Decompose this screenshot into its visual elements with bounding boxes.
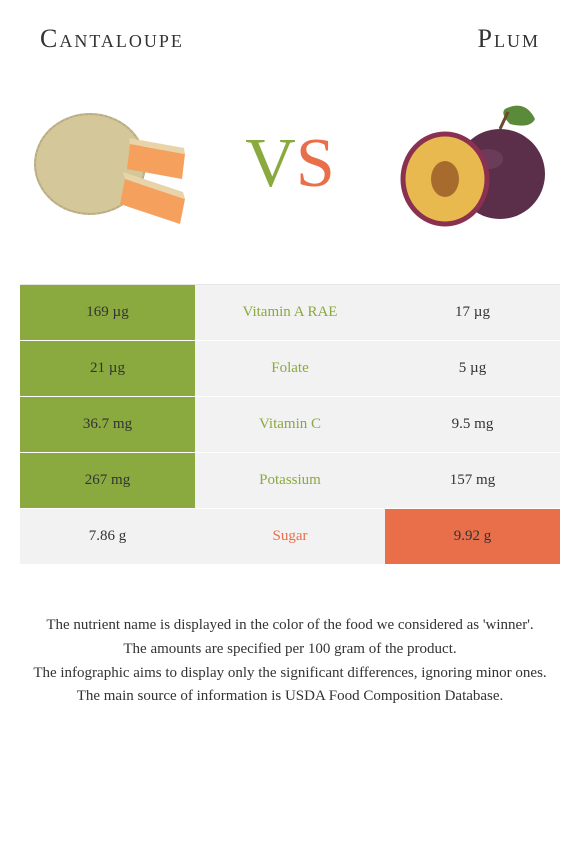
header: Cantaloupe Plum bbox=[0, 0, 580, 64]
value-right: 17 µg bbox=[385, 285, 560, 340]
value-left: 169 µg bbox=[20, 285, 195, 340]
value-right: 9.5 mg bbox=[385, 397, 560, 452]
table-row: 7.86 gSugar9.92 g bbox=[20, 509, 560, 565]
vs-v: V bbox=[245, 125, 296, 202]
nutrient-label: Potassium bbox=[195, 453, 385, 508]
cantaloupe-image bbox=[30, 84, 190, 244]
title-left: Cantaloupe bbox=[40, 24, 184, 54]
image-row: VS bbox=[0, 64, 580, 284]
value-right: 9.92 g bbox=[385, 509, 560, 564]
value-left: 36.7 mg bbox=[20, 397, 195, 452]
footer-line-3: The infographic aims to display only the… bbox=[20, 663, 560, 685]
plum-image bbox=[390, 84, 550, 244]
value-right: 157 mg bbox=[385, 453, 560, 508]
value-right: 5 µg bbox=[385, 341, 560, 396]
table-row: 169 µgVitamin A RAE17 µg bbox=[20, 285, 560, 341]
footer-line-1: The nutrient name is displayed in the co… bbox=[20, 615, 560, 637]
footer-line-2: The amounts are specified per 100 gram o… bbox=[20, 639, 560, 661]
footer-notes: The nutrient name is displayed in the co… bbox=[0, 615, 580, 710]
infographic-container: Cantaloupe Plum VS bbox=[0, 0, 580, 844]
vs-s: S bbox=[296, 125, 335, 202]
nutrient-label: Sugar bbox=[195, 509, 385, 564]
value-left: 267 mg bbox=[20, 453, 195, 508]
table-row: 21 µgFolate5 µg bbox=[20, 341, 560, 397]
nutrient-table: 169 µgVitamin A RAE17 µg21 µgFolate5 µg3… bbox=[20, 284, 560, 565]
title-right: Plum bbox=[478, 24, 540, 54]
nutrient-label: Vitamin C bbox=[195, 397, 385, 452]
table-row: 267 mgPotassium157 mg bbox=[20, 453, 560, 509]
vs-label: VS bbox=[245, 129, 335, 199]
nutrient-label: Vitamin A RAE bbox=[195, 285, 385, 340]
footer-line-4: The main source of information is USDA F… bbox=[20, 686, 560, 708]
value-left: 21 µg bbox=[20, 341, 195, 396]
value-left: 7.86 g bbox=[20, 509, 195, 564]
table-row: 36.7 mgVitamin C9.5 mg bbox=[20, 397, 560, 453]
nutrient-label: Folate bbox=[195, 341, 385, 396]
